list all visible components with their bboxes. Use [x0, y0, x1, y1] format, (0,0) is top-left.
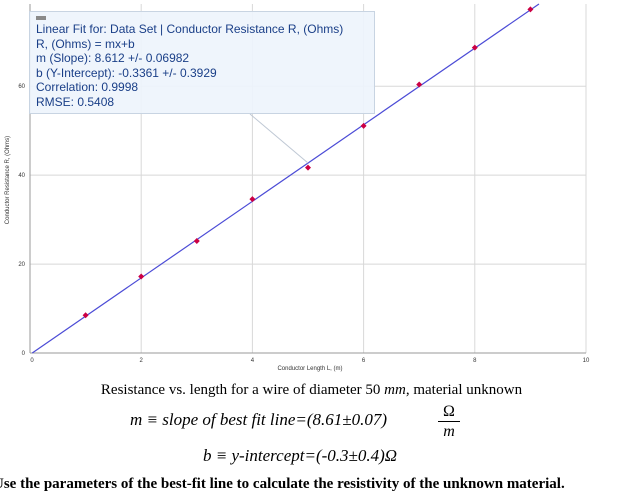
data-point — [138, 273, 145, 280]
slope-unit-fraction: Ω m — [438, 403, 460, 442]
x-tick-label: 2 — [140, 358, 144, 364]
linear-fit-box[interactable]: Linear Fit for: Data Set | Conductor Res… — [29, 11, 375, 114]
data-point — [416, 81, 423, 88]
y-axis-title: Conductor Resistance R, (Ohms) — [5, 136, 11, 224]
data-point — [305, 164, 311, 171]
data-points — [82, 6, 534, 319]
figure-caption: Resistance vs. length for a wire of diam… — [0, 382, 623, 399]
fit-box-leader-line — [249, 113, 309, 164]
fit-line-slope: m (Slope): 8.612 +/- 0.06982 — [36, 51, 190, 66]
data-point — [527, 6, 534, 13]
intercept-equation: b ≡ y-intercept=(-0.3±0.4)Ω — [203, 446, 398, 465]
data-point — [360, 122, 367, 129]
y-tick-label: 0 — [22, 351, 26, 357]
data-point — [82, 312, 89, 319]
y-tick-label: 20 — [18, 262, 25, 268]
fit-line-group — [31, 3, 540, 354]
question-text: Use the parameters of the best-fit line … — [0, 476, 565, 492]
y-tick-label: 60 — [18, 84, 25, 90]
x-tick-labels: 0 2 4 6 8 10 — [30, 358, 590, 364]
x-tick-label: 8 — [473, 358, 477, 364]
slope-unit-denominator: m — [443, 423, 455, 440]
x-tick-label: 6 — [362, 358, 366, 364]
x-tick-label: 10 — [583, 358, 590, 364]
x-tick-label: 4 — [251, 358, 255, 364]
best-fit-line — [31, 3, 540, 354]
data-point — [471, 44, 478, 51]
fit-line-title: Linear Fit for: Data Set | Conductor Res… — [36, 22, 344, 36]
slope-equation: m ≡ slope of best fit line=(8.61±0.07) — [130, 410, 388, 429]
caption-text-start: Resistance vs. length for a wire of diam… — [100, 382, 385, 398]
caption-unit: mm — [384, 382, 406, 398]
y-tick-label: 40 — [18, 173, 25, 179]
fit-line-rmse: RMSE: 0.5408 — [36, 94, 115, 109]
data-point — [193, 237, 200, 244]
caption-text-end: , material unknown — [405, 382, 523, 398]
fit-line-equation: R, (Ohms) = mx+b — [36, 36, 135, 51]
data-point — [249, 196, 256, 203]
fit-line-intercept: b (Y-Intercept): -0.3361 +/- 0.3929 — [36, 65, 217, 80]
y-tick-labels: 0 20 40 60 — [18, 84, 25, 357]
x-tick-label: 0 — [30, 358, 34, 364]
fit-line-correlation: Correlation: 0.9998 — [36, 80, 139, 95]
x-axis-title: Conductor Length L, (m) — [277, 366, 342, 372]
drag-handle-icon[interactable] — [36, 16, 46, 20]
slope-unit-numerator: Ω — [438, 403, 460, 422]
